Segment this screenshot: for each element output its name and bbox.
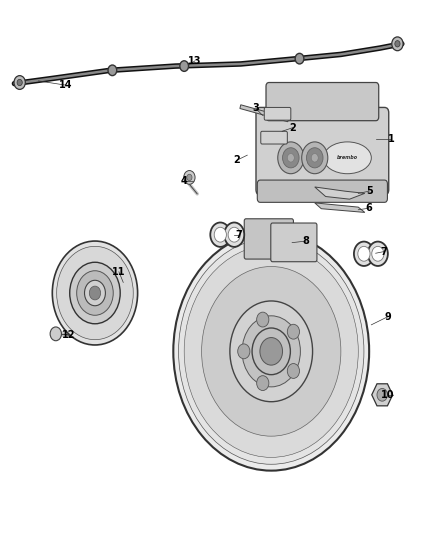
Text: brembo: brembo [337, 155, 358, 160]
Circle shape [180, 61, 188, 71]
Circle shape [358, 246, 370, 261]
Text: 13: 13 [188, 56, 202, 66]
Circle shape [184, 245, 358, 457]
Text: 8: 8 [303, 236, 310, 246]
Circle shape [17, 79, 22, 86]
Circle shape [252, 328, 290, 375]
Text: 7: 7 [235, 230, 242, 240]
Circle shape [260, 337, 283, 365]
Circle shape [184, 171, 195, 184]
Circle shape [238, 344, 250, 359]
Polygon shape [315, 203, 365, 213]
Polygon shape [240, 105, 289, 122]
Circle shape [85, 280, 106, 306]
FancyBboxPatch shape [261, 131, 287, 144]
Text: 4: 4 [181, 175, 187, 185]
Circle shape [287, 324, 300, 339]
Text: 2: 2 [290, 123, 297, 133]
Circle shape [283, 148, 299, 168]
Text: 12: 12 [62, 330, 76, 341]
Circle shape [224, 222, 244, 247]
FancyBboxPatch shape [271, 223, 317, 262]
FancyBboxPatch shape [257, 180, 388, 203]
Circle shape [14, 76, 25, 90]
Circle shape [354, 241, 374, 266]
FancyBboxPatch shape [266, 83, 379, 120]
Circle shape [77, 271, 113, 316]
Circle shape [368, 241, 388, 266]
Circle shape [70, 262, 120, 324]
Circle shape [52, 241, 138, 345]
Circle shape [50, 327, 61, 341]
Circle shape [228, 227, 240, 242]
Circle shape [57, 246, 133, 340]
Circle shape [210, 222, 230, 247]
FancyBboxPatch shape [256, 108, 389, 195]
Circle shape [108, 65, 117, 76]
Circle shape [377, 389, 388, 401]
Circle shape [257, 312, 269, 327]
Text: 11: 11 [112, 267, 126, 277]
Circle shape [201, 266, 341, 436]
Circle shape [372, 246, 384, 261]
Text: 14: 14 [59, 80, 73, 90]
Text: 1: 1 [388, 134, 394, 144]
FancyBboxPatch shape [244, 219, 293, 259]
Circle shape [179, 238, 364, 464]
Circle shape [173, 232, 369, 471]
Circle shape [89, 286, 101, 300]
Circle shape [230, 301, 313, 402]
Circle shape [242, 316, 300, 387]
Circle shape [214, 227, 226, 242]
Circle shape [287, 154, 294, 162]
Polygon shape [315, 187, 365, 199]
Circle shape [257, 376, 269, 391]
Circle shape [278, 142, 304, 174]
Text: 9: 9 [384, 312, 391, 322]
Text: 7: 7 [380, 247, 387, 257]
Polygon shape [372, 384, 392, 406]
Text: 10: 10 [381, 390, 395, 400]
Circle shape [307, 148, 323, 168]
Ellipse shape [323, 142, 371, 174]
Text: 5: 5 [366, 186, 373, 196]
Circle shape [295, 53, 304, 64]
Text: 6: 6 [366, 203, 373, 213]
Circle shape [302, 142, 328, 174]
Text: 3: 3 [253, 103, 259, 114]
Circle shape [311, 154, 318, 162]
Circle shape [392, 37, 403, 51]
FancyBboxPatch shape [264, 108, 291, 120]
Circle shape [395, 41, 400, 47]
Text: 2: 2 [233, 156, 240, 165]
Circle shape [187, 174, 192, 181]
Circle shape [287, 364, 300, 378]
